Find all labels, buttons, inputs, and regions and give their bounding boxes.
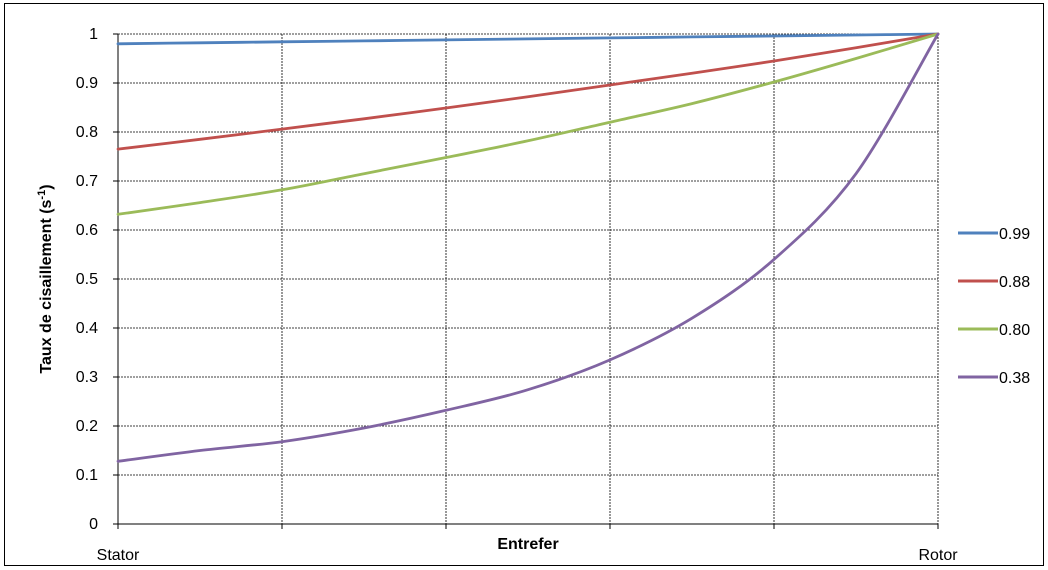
- legend-label-0.38: 0.38: [999, 370, 1030, 387]
- legend: 0.99 0.88 0.80 0.38: [958, 226, 1030, 387]
- y-tick-label: 0.6: [76, 222, 98, 239]
- line-chart: 0 0.1 0.2 0.3 0.4 0.5 0.6 0.7 0.8 0.9 1 Stator Rot…: [36, 26, 1030, 564]
- chart-frame: 0 0.1 0.2 0.3 0.4 0.5 0.6 0.7 0.8 0.9 1 Stator Rot…: [4, 3, 1044, 566]
- series-line-0.99: [116, 32, 940, 46]
- series-line-0.38: [116, 32, 940, 463]
- y-tick-label: 0.1: [76, 467, 98, 484]
- legend-label-0.88: 0.88: [999, 274, 1030, 291]
- series-line-0.88: [116, 32, 940, 151]
- y-tick-label: 0.4: [76, 320, 98, 337]
- y-tick-label: 0.9: [76, 75, 98, 92]
- grid-lines: [118, 33, 939, 524]
- y-axis-title-close: ): [38, 184, 55, 189]
- series-lines: [116, 32, 940, 463]
- series-line-0.80: [116, 32, 940, 216]
- y-tick-label: 0: [89, 516, 98, 533]
- y-tick-label: 0.8: [76, 124, 98, 141]
- y-tick-label: 0.5: [76, 271, 98, 288]
- x-tick-label-start: Stator: [97, 547, 140, 564]
- axes: [113, 33, 939, 529]
- legend-label-0.80: 0.80: [999, 322, 1030, 339]
- y-axis-title-main: Taux de cisaillement (s: [38, 199, 55, 373]
- legend-label-0.99: 0.99: [999, 226, 1030, 243]
- y-tick-label: 1: [89, 26, 98, 43]
- y-axis-title: Taux de cisaillement (s-1): [36, 184, 55, 373]
- y-tick-labels: 0 0.1 0.2 0.3 0.4 0.5 0.6 0.7 0.8 0.9 1: [76, 26, 98, 533]
- y-tick-label: 0.2: [76, 418, 98, 435]
- x-axis-title: Entrefer: [497, 536, 558, 553]
- y-axis-title-superscript: -1: [36, 190, 48, 200]
- y-tick-label: 0.7: [76, 173, 98, 190]
- x-tick-label-end: Rotor: [918, 547, 958, 564]
- y-tick-label: 0.3: [76, 369, 98, 386]
